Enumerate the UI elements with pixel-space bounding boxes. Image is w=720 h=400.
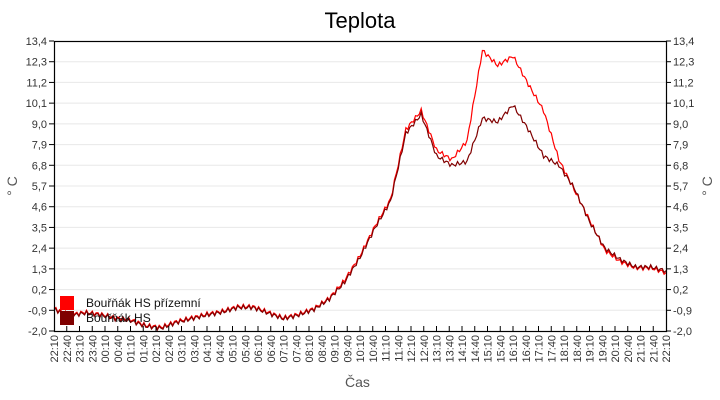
- x-axis-title: Čas: [345, 374, 370, 390]
- x-tick-label: 13:10: [432, 335, 444, 363]
- legend: Bouřňák HS přízemní Bouřňák HS: [60, 295, 201, 325]
- legend-label: Bouřňák HS: [86, 310, 151, 325]
- y-tick-label: -2,0: [673, 326, 692, 338]
- x-tick-label: 22:10: [661, 335, 673, 363]
- chart-title: Teplota: [324, 8, 396, 33]
- y-tick-label: 3,5: [673, 222, 688, 234]
- y-tick-label: 0,2: [673, 285, 688, 297]
- y-axis-title-left: ° C: [3, 176, 20, 196]
- x-tick-label: 17:10: [534, 335, 546, 363]
- y-tick-label: 5,7: [673, 181, 688, 193]
- x-tick-label: 10:40: [368, 335, 380, 363]
- x-tick-label: 15:40: [495, 335, 507, 363]
- x-tick-label: 19:40: [597, 335, 609, 363]
- x-tick-label: 22:40: [62, 335, 74, 363]
- y-tick-label: 4,6: [32, 202, 47, 214]
- x-tick-label: 23:40: [87, 335, 99, 363]
- x-tick-label: 04:10: [202, 335, 214, 363]
- x-tick-label: 20:10: [610, 335, 622, 363]
- x-tick-label: 04:40: [215, 335, 227, 363]
- x-tick-label: 08:40: [317, 335, 329, 363]
- x-tick-label: 00:10: [100, 335, 112, 363]
- x-tick-label: 20:40: [623, 335, 635, 363]
- x-tick-label: 09:40: [342, 335, 354, 363]
- y-tick-label: 11,2: [673, 77, 694, 89]
- y-tick-label: 3,5: [32, 222, 47, 234]
- y-tick-label: 7,9: [32, 140, 47, 152]
- x-tick-label: 21:10: [636, 335, 648, 363]
- legend-swatch-darkred: [60, 310, 74, 325]
- y-tick-label: 6,8: [673, 160, 688, 172]
- y-axis-left: 13,4 12,3 11,2 10,1 9,0 7,9 6,8 5,7 4,6 3,5 2,4 1,3…: [26, 36, 54, 338]
- y-axis-right: 13,4 12,3 11,2 10,1 9,0 7,9 6,8 5,7 4,6 3,5 2,4 1,3…: [666, 36, 694, 338]
- y-tick-label: 7,9: [673, 140, 688, 152]
- legend-swatch-red: [60, 295, 74, 310]
- x-tick-label: 08:10: [304, 335, 316, 363]
- x-tick-label: 16:40: [521, 335, 533, 363]
- x-tick-label: 17:40: [546, 335, 558, 363]
- x-tick-label: 01:40: [138, 335, 150, 363]
- x-tick-label: 18:40: [572, 335, 584, 363]
- x-tick-label: 14:10: [457, 335, 469, 363]
- x-tick-label: 12:40: [419, 335, 431, 363]
- y-tick-label: -0,9: [28, 305, 47, 317]
- legend-item-hs: Bouřňák HS: [60, 310, 201, 325]
- x-tick-label: 05:40: [240, 335, 252, 363]
- legend-item-prizemni: Bouřňák HS přízemní: [60, 295, 201, 310]
- x-axis: 22:10 22:40 23:10 23:40 00:10 00:40 01:10 01:40…: [49, 326, 673, 363]
- y-tick-label: 13,4: [26, 36, 47, 48]
- y-tick-label: 2,4: [32, 243, 47, 255]
- gridlines: [54, 61, 666, 311]
- x-tick-label: 14:40: [470, 335, 482, 363]
- x-tick-label: 16:10: [508, 335, 520, 363]
- x-tick-label: 06:10: [253, 335, 265, 363]
- x-tick-label: 02:40: [164, 335, 176, 363]
- y-tick-label: 11,2: [26, 77, 47, 89]
- x-tick-label: 18:10: [559, 335, 571, 363]
- x-tick-label: 11:40: [393, 335, 405, 362]
- x-tick-label: 06:40: [266, 335, 278, 363]
- x-tick-label: 15:10: [483, 335, 495, 363]
- x-tick-label: 03:40: [189, 335, 201, 363]
- y-axis-title-right: ° C: [698, 176, 715, 196]
- x-tick-label: 21:40: [648, 335, 660, 363]
- x-tick-label: 05:10: [228, 335, 240, 363]
- y-tick-label: 4,6: [673, 202, 688, 214]
- x-tick-label: 11:10: [381, 335, 393, 362]
- y-tick-label: 1,3: [673, 264, 688, 276]
- y-tick-label: 12,3: [673, 57, 694, 69]
- y-tick-label: 13,4: [673, 36, 694, 48]
- x-tick-label: 22:10: [49, 335, 61, 363]
- y-tick-label: 10,1: [26, 98, 47, 110]
- y-tick-label: 10,1: [673, 98, 694, 110]
- y-tick-label: -0,9: [673, 305, 692, 317]
- x-tick-label: 02:10: [151, 335, 163, 363]
- y-tick-label: 0,2: [32, 285, 47, 297]
- y-tick-label: 2,4: [673, 243, 688, 255]
- y-tick-label: 9,0: [32, 119, 47, 131]
- y-tick-label: 9,0: [673, 119, 688, 131]
- x-tick-label: 07:10: [279, 335, 291, 363]
- x-tick-label: 07:40: [291, 335, 303, 363]
- x-tick-label: 23:10: [75, 335, 87, 363]
- y-tick-label: -2,0: [28, 326, 47, 338]
- y-tick-label: 5,7: [32, 181, 47, 193]
- legend-label: Bouřňák HS přízemní: [86, 295, 201, 310]
- y-tick-label: 1,3: [32, 264, 47, 276]
- series-lines: [53, 49, 667, 332]
- x-tick-label: 13:40: [444, 335, 456, 363]
- x-tick-label: 12:10: [406, 335, 418, 363]
- y-tick-label: 12,3: [26, 57, 47, 69]
- x-tick-label: 03:10: [177, 335, 189, 363]
- x-tick-label: 10:10: [355, 335, 367, 363]
- x-tick-label: 01:10: [126, 335, 138, 363]
- x-tick-label: 19:10: [585, 335, 597, 363]
- x-tick-label: 09:10: [330, 335, 342, 363]
- y-tick-label: 6,8: [32, 160, 47, 172]
- x-tick-label: 00:40: [113, 335, 125, 363]
